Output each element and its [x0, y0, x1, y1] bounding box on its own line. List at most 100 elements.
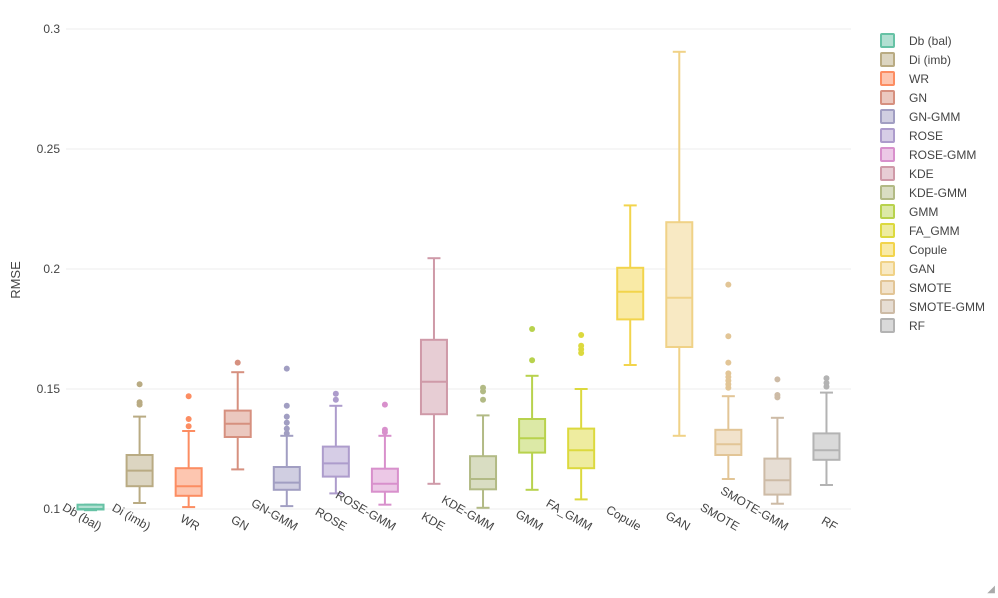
legend-item[interactable]: ROSE: [880, 126, 985, 145]
legend-swatch: [880, 33, 895, 48]
iqr-box: [665, 221, 694, 348]
outlier-point: [381, 401, 388, 408]
legend-swatch: [880, 299, 895, 314]
legend-swatch: [880, 280, 895, 295]
iqr-box: [518, 418, 547, 454]
x-tick-label: KDE-GMM: [439, 492, 496, 533]
legend-swatch: [880, 71, 895, 86]
box-gmm[interactable]: [518, 326, 547, 491]
legend-swatch: [880, 242, 895, 257]
box-smote-gmm[interactable]: [763, 376, 792, 505]
iqr-box: [419, 338, 448, 416]
outlier-point: [480, 384, 487, 391]
legend-label: ROSE: [909, 128, 944, 143]
box-gan[interactable]: [665, 50, 694, 437]
legend-swatch: [880, 185, 895, 200]
box-di-imb-[interactable]: [125, 381, 154, 504]
box-rose[interactable]: [321, 390, 350, 495]
legend-label: GMM: [909, 204, 939, 219]
outlier-point: [234, 359, 241, 366]
legend-swatch: [880, 261, 895, 276]
legend-swatch: [880, 166, 895, 181]
iqr-box: [321, 445, 350, 478]
outlier-point: [283, 402, 290, 409]
y-gridlines: [66, 28, 851, 510]
box-kde[interactable]: [419, 257, 448, 485]
legend-swatch: [880, 318, 895, 333]
legend-label: ROSE-GMM: [909, 147, 977, 162]
legend-item[interactable]: GAN: [880, 259, 985, 278]
legend-label: SMOTE: [909, 280, 952, 295]
outlier-point: [823, 380, 830, 386]
legend-item[interactable]: SMOTE: [880, 278, 985, 297]
x-tick-label: FA_GMM: [544, 496, 595, 533]
outlier-point: [823, 375, 830, 382]
legend-item[interactable]: FA_GMM: [880, 221, 985, 240]
outlier-point: [185, 416, 192, 422]
box-smote[interactable]: [714, 281, 743, 480]
box-gn[interactable]: [223, 359, 252, 471]
outlier-point: [332, 390, 339, 397]
iqr-box: [567, 427, 596, 470]
outlier-point: [529, 326, 536, 332]
legend-label: WR: [909, 71, 929, 86]
box-db-bal-[interactable]: [76, 503, 105, 512]
legend-label: Copule: [909, 242, 948, 257]
legend-item[interactable]: ROSE-GMM: [880, 145, 985, 164]
legend-label: KDE: [909, 166, 934, 181]
outlier-point: [283, 419, 290, 426]
legend-item[interactable]: Copule: [880, 240, 985, 259]
outlier-point: [283, 413, 290, 420]
outlier-point: [185, 423, 192, 430]
outlier-point: [774, 392, 781, 398]
outlier-point: [136, 381, 143, 388]
outlier-point: [578, 342, 585, 349]
legend-label: Db (bal): [909, 33, 952, 48]
iqr-box: [812, 432, 841, 461]
box-rf[interactable]: [812, 375, 841, 486]
legend-item[interactable]: KDE: [880, 164, 985, 183]
outlier-point: [332, 396, 339, 403]
iqr-box: [370, 467, 399, 493]
legend-item[interactable]: WR: [880, 69, 985, 88]
y-tick-label: 0.25: [37, 142, 61, 156]
legend-swatch: [880, 223, 895, 238]
legend-swatch: [880, 52, 895, 67]
legend-item[interactable]: KDE-GMM: [880, 183, 985, 202]
iqr-box: [714, 428, 743, 456]
box-wr[interactable]: [174, 393, 203, 509]
legend-label: FA_GMM: [909, 223, 960, 238]
legend-label: RF: [909, 318, 925, 333]
iqr-box: [174, 467, 203, 497]
box-rose-gmm[interactable]: [370, 401, 399, 506]
box-gn-gmm[interactable]: [272, 365, 301, 508]
legend-item[interactable]: GN-GMM: [880, 107, 985, 126]
iqr-box: [272, 466, 301, 491]
iqr-box: [616, 266, 645, 321]
outlier-point: [529, 357, 536, 364]
outlier-point: [283, 365, 290, 372]
box-fa-gmm[interactable]: [567, 332, 596, 501]
legend-item[interactable]: Di (imb): [880, 50, 985, 69]
legend-item[interactable]: GN: [880, 88, 985, 107]
resize-handle-icon[interactable]: ◢: [987, 584, 995, 595]
y-tick-label: 0.15: [37, 382, 61, 396]
x-tick-label: Di (imb): [110, 500, 153, 533]
legend-item[interactable]: Db (bal): [880, 31, 985, 50]
legend-swatch: [880, 128, 895, 143]
outlier-point: [725, 333, 732, 340]
legend-label: Di (imb): [909, 52, 951, 67]
legend-label: KDE-GMM: [909, 185, 967, 200]
box-kde-gmm[interactable]: [469, 384, 498, 509]
legend-label: GAN: [909, 261, 936, 276]
outlier-point: [381, 426, 388, 433]
box-copule[interactable]: [616, 204, 645, 366]
y-tick-label: 0.3: [43, 22, 60, 36]
legend-item[interactable]: SMOTE-GMM: [880, 297, 985, 316]
outlier-point: [725, 281, 732, 288]
x-tick-label: GAN: [663, 508, 693, 533]
legend-item[interactable]: GMM: [880, 202, 985, 221]
legend-item[interactable]: RF: [880, 316, 985, 335]
legend-label: SMOTE-GMM: [909, 299, 985, 314]
